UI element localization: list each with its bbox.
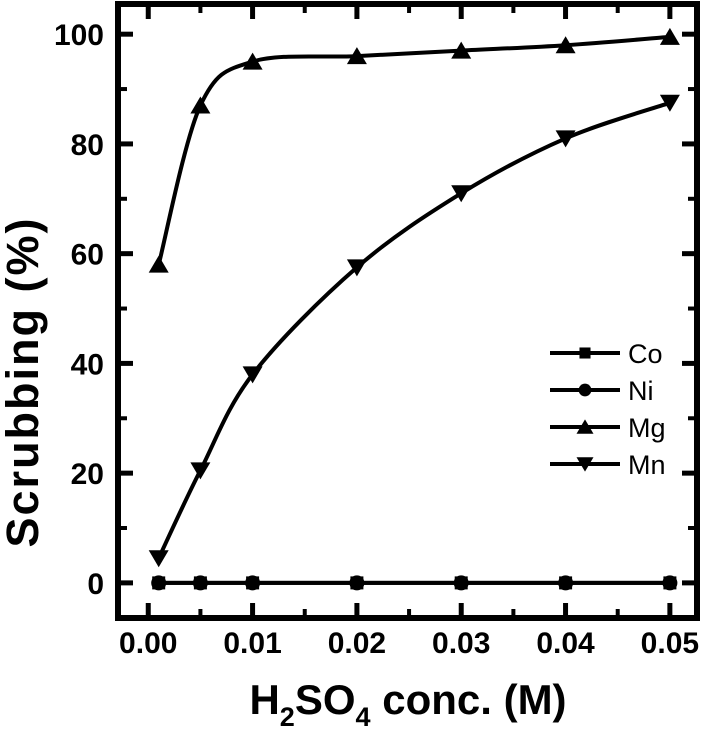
x-tick-label: 0.05	[641, 627, 699, 660]
y-tick-labels: 0 20 40 60 80 100	[54, 19, 104, 601]
legend-item-mn: Mn	[550, 450, 666, 480]
triangle-up-marker	[242, 52, 263, 70]
circle-marker	[453, 575, 469, 591]
triangle-down-marker	[190, 462, 211, 480]
triangle-down-marker	[576, 457, 594, 472]
y-tick-label: 20	[71, 458, 104, 491]
y-tick-label: 0	[87, 568, 104, 601]
y-tick-label: 80	[71, 129, 104, 162]
triangle-up-marker	[451, 41, 472, 59]
triangle-up-marker	[659, 27, 680, 45]
legend-label: Ni	[628, 376, 654, 406]
triangle-up-marker	[148, 255, 169, 273]
axis-ticks	[118, 4, 697, 618]
x-tick-label: 0.02	[328, 627, 386, 660]
circle-marker	[578, 383, 592, 397]
triangle-down-marker	[242, 366, 263, 384]
triangle-down-marker	[148, 550, 169, 568]
data-series	[148, 27, 680, 591]
circle-marker	[245, 575, 261, 591]
circle-marker	[349, 575, 365, 591]
legend-label: Co	[628, 339, 663, 369]
x-tick-label: 0.04	[536, 627, 595, 660]
x-tick-labels: 0.00 0.01 0.02 0.03 0.04 0.05	[119, 627, 699, 660]
legend-label: Mn	[628, 450, 666, 480]
series-Ni	[151, 575, 678, 591]
legend-item-mg: Mg	[550, 413, 666, 443]
triangle-down-marker	[659, 94, 680, 112]
series-line-Mg	[156, 34, 671, 266]
x-axis-title: H2SO4 conc. (M)	[249, 676, 566, 732]
circle-marker	[662, 575, 678, 591]
y-axis-title: Scrubbing (%)	[0, 217, 48, 548]
legend-item-ni: Ni	[550, 376, 654, 406]
x-tick-label: 0.00	[119, 627, 177, 660]
chart-legend: Co Ni Mg Mn	[550, 339, 666, 480]
legend-item-co: Co	[550, 339, 663, 369]
triangle-up-marker	[576, 419, 594, 434]
series-Mg	[148, 27, 680, 273]
triangle-down-marker	[346, 259, 367, 277]
triangle-up-marker	[190, 96, 211, 114]
triangle-down-marker	[555, 130, 576, 148]
x-tick-label: 0.03	[432, 627, 490, 660]
circle-marker	[151, 575, 167, 591]
triangle-up-marker	[346, 47, 367, 65]
circle-marker	[558, 575, 574, 591]
circle-marker	[192, 575, 208, 591]
series-Mn	[148, 94, 680, 568]
triangle-up-marker	[555, 36, 576, 54]
y-tick-label: 60	[71, 239, 104, 272]
square-marker	[579, 347, 591, 359]
series-line-Mn	[156, 100, 671, 560]
legend-label: Mg	[628, 413, 666, 443]
y-tick-label: 100	[54, 19, 104, 52]
triangle-down-marker	[451, 185, 472, 203]
y-tick-label: 40	[71, 348, 104, 381]
x-tick-label: 0.01	[223, 627, 281, 660]
